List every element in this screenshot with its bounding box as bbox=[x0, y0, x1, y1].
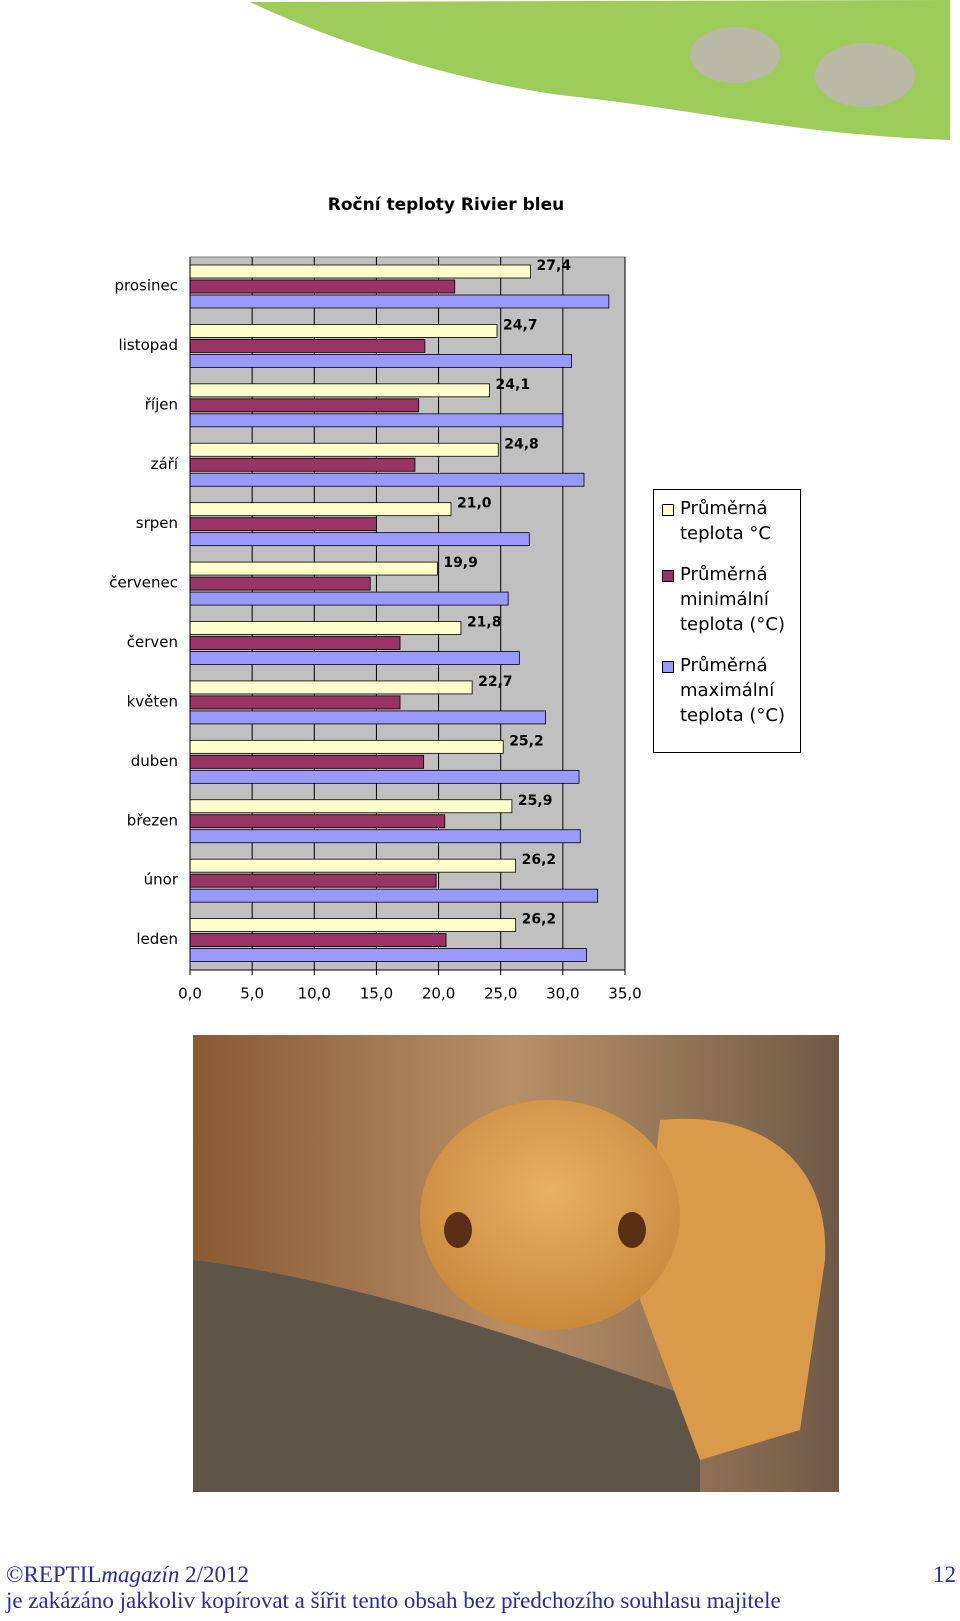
value-label: 26,2 bbox=[522, 912, 557, 928]
gecko-feet bbox=[690, 27, 915, 107]
bar bbox=[189, 948, 587, 962]
magazine: magazín bbox=[101, 1562, 180, 1587]
legend-item: Průměrná teplota °C bbox=[662, 496, 792, 546]
bar bbox=[189, 324, 498, 338]
value-label: 25,2 bbox=[509, 733, 544, 749]
bar bbox=[189, 933, 447, 947]
bar bbox=[189, 279, 456, 294]
plot-area bbox=[189, 256, 626, 971]
bar bbox=[189, 398, 420, 413]
y-tick-label: leden bbox=[136, 930, 178, 948]
bar bbox=[189, 339, 426, 353]
x-tick-label: 0,0 bbox=[178, 985, 202, 1003]
chart-title: Roční teploty Rivier bleu bbox=[328, 195, 564, 215]
bar bbox=[189, 873, 437, 888]
bar bbox=[189, 769, 580, 784]
bar bbox=[189, 264, 531, 279]
bar bbox=[189, 502, 452, 517]
x-tick-label: 10,0 bbox=[298, 985, 331, 1003]
bar bbox=[189, 888, 599, 903]
value-label: 24,8 bbox=[504, 436, 539, 452]
legend-swatch bbox=[662, 661, 674, 673]
bar bbox=[189, 739, 504, 754]
value-label: 24,7 bbox=[503, 317, 538, 333]
legend-item: Průměrná maximální teplota (°C) bbox=[662, 653, 792, 728]
bar bbox=[189, 517, 377, 532]
value-label: 19,9 bbox=[443, 555, 478, 571]
y-tick-label: září bbox=[151, 455, 179, 473]
legend-label: Průměrná minimální teplota (°C) bbox=[680, 564, 785, 635]
green-banner bbox=[250, 0, 950, 140]
bar bbox=[189, 710, 546, 725]
bar bbox=[189, 294, 610, 309]
y-tick-label: únor bbox=[144, 871, 179, 889]
bar bbox=[189, 354, 572, 368]
bar bbox=[189, 754, 425, 769]
bar bbox=[189, 621, 462, 635]
legend-swatch bbox=[662, 504, 674, 516]
y-tick-label: květen bbox=[127, 692, 178, 710]
bar bbox=[189, 472, 585, 487]
chart: 0,0 5,0 10,0 15,0 20,0 25,0 30,0 35,0 leden 26,2 ú… bbox=[109, 257, 642, 1003]
value-label: 21,8 bbox=[467, 615, 502, 631]
x-tick-label: 20,0 bbox=[422, 985, 455, 1003]
value-label: 25,9 bbox=[518, 793, 553, 809]
legend-item: Průměrná minimální teplota (°C) bbox=[662, 562, 792, 637]
x-tick-label: 15,0 bbox=[360, 985, 393, 1003]
y-tick-label: červen bbox=[127, 633, 178, 651]
value-label: 22,7 bbox=[478, 674, 513, 690]
bar bbox=[189, 442, 499, 457]
x-tick-label: 35,0 bbox=[608, 985, 641, 1003]
bar bbox=[189, 814, 446, 829]
legend: Průměrná teplota °C Průměrná minimální te… bbox=[653, 489, 801, 753]
y-tick-label: prosinec bbox=[114, 277, 178, 295]
notice: je zakázáno jakkoliv kopírovat a šířit t… bbox=[6, 1588, 781, 1613]
photo bbox=[193, 1035, 839, 1492]
bar bbox=[189, 576, 371, 591]
bar bbox=[189, 695, 401, 710]
page-number: 12 bbox=[933, 1562, 956, 1587]
legend-swatch bbox=[662, 570, 674, 582]
y-tick-label: srpen bbox=[136, 514, 178, 532]
bar bbox=[189, 591, 509, 606]
bar bbox=[189, 457, 416, 472]
legend-label: Průměrná teplota °C bbox=[680, 498, 771, 544]
footer: ©REPTILmagazín 2/2012 12 je zakázáno jak… bbox=[6, 1562, 956, 1614]
x-tick-label: 30,0 bbox=[546, 985, 579, 1003]
value-label: 27,4 bbox=[537, 258, 572, 274]
legend-label: Průměrná maximální teplota (°C) bbox=[680, 655, 785, 726]
x-tick-label: 25,0 bbox=[484, 985, 517, 1003]
y-tick-label: březen bbox=[127, 811, 178, 829]
bar bbox=[189, 532, 530, 547]
value-label: 24,1 bbox=[496, 377, 531, 393]
bar bbox=[189, 858, 517, 873]
footer-line: ©REPTILmagazín 2/2012 12 bbox=[6, 1562, 956, 1588]
brand: ©REPTIL bbox=[6, 1562, 102, 1587]
x-tick-label: 5,0 bbox=[240, 985, 264, 1003]
issue: 2/2012 bbox=[185, 1562, 250, 1587]
value-label: 21,0 bbox=[457, 496, 492, 512]
bar bbox=[189, 383, 490, 398]
y-tick-label: duben bbox=[131, 752, 178, 770]
bar bbox=[189, 829, 581, 844]
bar bbox=[189, 799, 513, 814]
y-tick-label: říjen bbox=[145, 395, 178, 413]
page-graphics: Roční teploty Rivier bleu 0,0 5,0 10,0 15,0… bbox=[109, 0, 950, 1492]
bar bbox=[189, 680, 473, 695]
bar bbox=[189, 413, 564, 428]
bar bbox=[189, 636, 401, 650]
bar bbox=[189, 651, 520, 665]
y-tick-label: červenec bbox=[109, 574, 178, 592]
bar bbox=[189, 918, 517, 932]
bar bbox=[189, 561, 438, 576]
value-label: 26,2 bbox=[522, 852, 557, 868]
y-tick-label: listopad bbox=[119, 336, 178, 354]
